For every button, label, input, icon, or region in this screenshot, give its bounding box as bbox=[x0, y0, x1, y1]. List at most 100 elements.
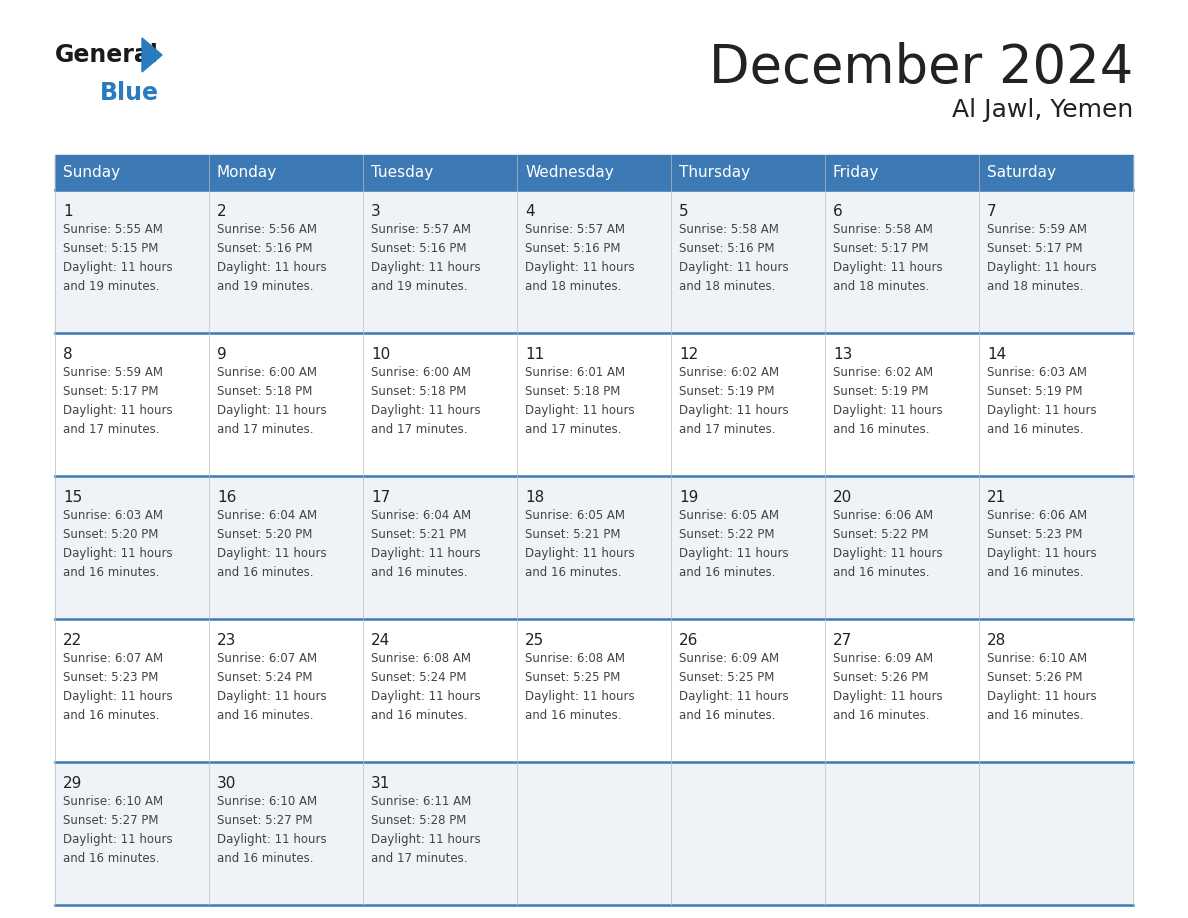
Bar bbox=[55, 762, 209, 905]
Text: Sunrise: 6:11 AM: Sunrise: 6:11 AM bbox=[371, 795, 472, 808]
Bar bbox=[824, 476, 979, 619]
Text: 7: 7 bbox=[987, 204, 997, 219]
Bar bbox=[979, 333, 1133, 476]
Text: 16: 16 bbox=[217, 490, 236, 505]
Text: 18: 18 bbox=[525, 490, 544, 505]
Text: Sunset: 5:19 PM: Sunset: 5:19 PM bbox=[833, 385, 929, 398]
Text: Sunrise: 5:57 AM: Sunrise: 5:57 AM bbox=[525, 223, 625, 236]
Text: and 16 minutes.: and 16 minutes. bbox=[525, 566, 621, 579]
Text: Sunset: 5:18 PM: Sunset: 5:18 PM bbox=[217, 385, 312, 398]
Text: Al Jawl, Yemen: Al Jawl, Yemen bbox=[952, 98, 1133, 122]
Text: Daylight: 11 hours: Daylight: 11 hours bbox=[371, 547, 481, 560]
Text: and 17 minutes.: and 17 minutes. bbox=[371, 852, 468, 865]
Text: Daylight: 11 hours: Daylight: 11 hours bbox=[217, 690, 327, 703]
Text: and 16 minutes.: and 16 minutes. bbox=[371, 709, 468, 722]
Text: and 19 minutes.: and 19 minutes. bbox=[63, 280, 159, 293]
Text: Daylight: 11 hours: Daylight: 11 hours bbox=[63, 404, 172, 417]
Text: 13: 13 bbox=[833, 347, 852, 362]
Text: Daylight: 11 hours: Daylight: 11 hours bbox=[987, 690, 1097, 703]
Text: 3: 3 bbox=[371, 204, 380, 219]
Text: 27: 27 bbox=[833, 633, 852, 648]
Text: Sunrise: 6:09 AM: Sunrise: 6:09 AM bbox=[833, 652, 933, 665]
Text: Sunrise: 6:10 AM: Sunrise: 6:10 AM bbox=[217, 795, 317, 808]
Text: Sunrise: 5:55 AM: Sunrise: 5:55 AM bbox=[63, 223, 163, 236]
Text: Daylight: 11 hours: Daylight: 11 hours bbox=[525, 404, 634, 417]
Text: Sunset: 5:22 PM: Sunset: 5:22 PM bbox=[833, 528, 929, 541]
Text: Sunset: 5:27 PM: Sunset: 5:27 PM bbox=[63, 814, 158, 827]
Text: 24: 24 bbox=[371, 633, 390, 648]
Text: and 19 minutes.: and 19 minutes. bbox=[217, 280, 314, 293]
Text: 21: 21 bbox=[987, 490, 1006, 505]
Bar bbox=[55, 619, 209, 762]
Bar bbox=[979, 190, 1133, 333]
Text: Sunset: 5:23 PM: Sunset: 5:23 PM bbox=[63, 671, 158, 684]
Text: Blue: Blue bbox=[100, 81, 159, 105]
Text: and 16 minutes.: and 16 minutes. bbox=[371, 566, 468, 579]
Text: Sunrise: 6:09 AM: Sunrise: 6:09 AM bbox=[680, 652, 779, 665]
Text: Daylight: 11 hours: Daylight: 11 hours bbox=[987, 547, 1097, 560]
Text: Sunset: 5:21 PM: Sunset: 5:21 PM bbox=[525, 528, 620, 541]
Bar bbox=[517, 155, 671, 190]
Text: Daylight: 11 hours: Daylight: 11 hours bbox=[63, 833, 172, 846]
Text: 4: 4 bbox=[525, 204, 535, 219]
Text: 25: 25 bbox=[525, 633, 544, 648]
Bar bbox=[517, 476, 671, 619]
Text: 6: 6 bbox=[833, 204, 842, 219]
Text: Sunset: 5:28 PM: Sunset: 5:28 PM bbox=[371, 814, 467, 827]
Text: Monday: Monday bbox=[217, 165, 277, 180]
Text: Sunrise: 5:56 AM: Sunrise: 5:56 AM bbox=[217, 223, 317, 236]
Text: Daylight: 11 hours: Daylight: 11 hours bbox=[217, 404, 327, 417]
Text: Sunset: 5:26 PM: Sunset: 5:26 PM bbox=[833, 671, 929, 684]
Text: Sunday: Sunday bbox=[63, 165, 120, 180]
Text: Sunset: 5:21 PM: Sunset: 5:21 PM bbox=[371, 528, 467, 541]
Bar bbox=[209, 190, 364, 333]
Text: Sunrise: 6:05 AM: Sunrise: 6:05 AM bbox=[525, 509, 625, 522]
Text: Daylight: 11 hours: Daylight: 11 hours bbox=[987, 404, 1097, 417]
Text: and 16 minutes.: and 16 minutes. bbox=[217, 709, 314, 722]
Text: Sunrise: 5:58 AM: Sunrise: 5:58 AM bbox=[680, 223, 779, 236]
Bar bbox=[55, 333, 209, 476]
Text: and 16 minutes.: and 16 minutes. bbox=[987, 709, 1083, 722]
Text: Daylight: 11 hours: Daylight: 11 hours bbox=[371, 690, 481, 703]
Text: 1: 1 bbox=[63, 204, 72, 219]
Text: Sunrise: 6:00 AM: Sunrise: 6:00 AM bbox=[371, 366, 470, 379]
Text: Daylight: 11 hours: Daylight: 11 hours bbox=[63, 261, 172, 274]
Text: 30: 30 bbox=[217, 776, 236, 791]
Text: and 16 minutes.: and 16 minutes. bbox=[833, 423, 929, 436]
Text: and 17 minutes.: and 17 minutes. bbox=[217, 423, 314, 436]
Text: and 16 minutes.: and 16 minutes. bbox=[833, 709, 929, 722]
Text: and 17 minutes.: and 17 minutes. bbox=[680, 423, 776, 436]
Text: and 18 minutes.: and 18 minutes. bbox=[525, 280, 621, 293]
Text: Daylight: 11 hours: Daylight: 11 hours bbox=[833, 261, 942, 274]
Text: Daylight: 11 hours: Daylight: 11 hours bbox=[217, 547, 327, 560]
Bar bbox=[979, 155, 1133, 190]
Bar bbox=[979, 476, 1133, 619]
Text: Sunset: 5:15 PM: Sunset: 5:15 PM bbox=[63, 242, 158, 255]
Text: Sunset: 5:22 PM: Sunset: 5:22 PM bbox=[680, 528, 775, 541]
Text: and 18 minutes.: and 18 minutes. bbox=[680, 280, 776, 293]
Text: Saturday: Saturday bbox=[987, 165, 1056, 180]
Text: 20: 20 bbox=[833, 490, 852, 505]
Text: Sunset: 5:16 PM: Sunset: 5:16 PM bbox=[371, 242, 467, 255]
Text: and 18 minutes.: and 18 minutes. bbox=[987, 280, 1083, 293]
Text: Sunset: 5:20 PM: Sunset: 5:20 PM bbox=[63, 528, 158, 541]
Text: Daylight: 11 hours: Daylight: 11 hours bbox=[833, 404, 942, 417]
Text: and 18 minutes.: and 18 minutes. bbox=[833, 280, 929, 293]
Text: Sunset: 5:16 PM: Sunset: 5:16 PM bbox=[217, 242, 312, 255]
Text: Sunrise: 6:08 AM: Sunrise: 6:08 AM bbox=[525, 652, 625, 665]
Text: Friday: Friday bbox=[833, 165, 879, 180]
Bar bbox=[517, 762, 671, 905]
Bar bbox=[55, 155, 209, 190]
Text: Sunset: 5:18 PM: Sunset: 5:18 PM bbox=[525, 385, 620, 398]
Text: Sunset: 5:17 PM: Sunset: 5:17 PM bbox=[833, 242, 929, 255]
Bar bbox=[671, 155, 824, 190]
Bar bbox=[979, 619, 1133, 762]
Text: and 16 minutes.: and 16 minutes. bbox=[987, 566, 1083, 579]
Bar bbox=[364, 619, 517, 762]
Text: Tuesday: Tuesday bbox=[371, 165, 434, 180]
Text: Sunset: 5:17 PM: Sunset: 5:17 PM bbox=[63, 385, 158, 398]
Bar bbox=[671, 762, 824, 905]
Text: Daylight: 11 hours: Daylight: 11 hours bbox=[63, 690, 172, 703]
Text: Daylight: 11 hours: Daylight: 11 hours bbox=[525, 547, 634, 560]
Text: Sunrise: 6:10 AM: Sunrise: 6:10 AM bbox=[63, 795, 163, 808]
